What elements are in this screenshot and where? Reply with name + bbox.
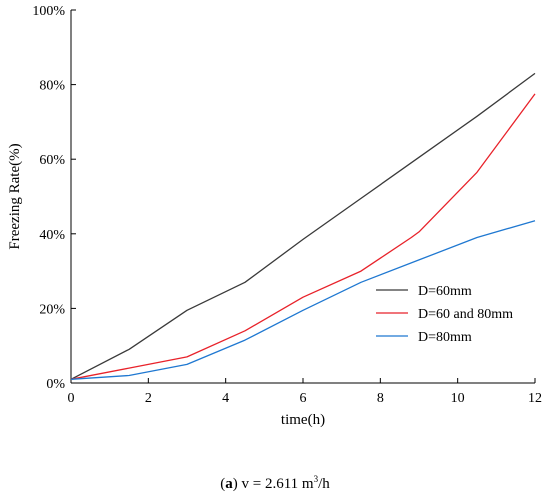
y-tick-label: 80% [39,79,65,94]
x-tick-label: 8 [377,391,384,406]
series-line-1 [70,72,536,380]
x-tick-label: 4 [222,391,229,406]
legend-label-1: D=60mm [418,284,472,299]
y-tick-label: 40% [39,228,65,243]
x-tick-label: 12 [528,391,542,406]
freezing-rate-chart: 0 2 4 6 8 10 12 0% 20% 40% 60% 80% 100% time(h) Freezi… [7,4,542,428]
caption-text: v = 2.611 m [241,476,314,492]
x-tick-label: 0 [68,391,75,406]
y-tick-label: 100% [32,4,65,19]
series-line-2 [70,93,536,380]
caption-label: a [225,476,233,492]
x-tick-label: 10 [451,391,465,406]
caption-unit: /h [318,476,330,492]
figure-caption: (a) v = 2.611 m3/h [220,474,330,492]
caption-superscript: 3 [313,474,319,484]
x-tick-label: 6 [300,391,307,406]
legend-label-2: D=60 and 80mm [418,307,513,322]
x-axis-label: time(h) [281,412,325,428]
x-tick-label: 2 [145,391,152,406]
y-tick-label: 0% [46,377,65,392]
y-tick-label: 20% [39,302,65,317]
y-axis-label: Freezing Rate(%) [7,143,23,249]
series-line-3 [70,220,536,380]
y-tick-label: 60% [39,153,65,168]
legend-label-3: D=80mm [418,330,472,345]
